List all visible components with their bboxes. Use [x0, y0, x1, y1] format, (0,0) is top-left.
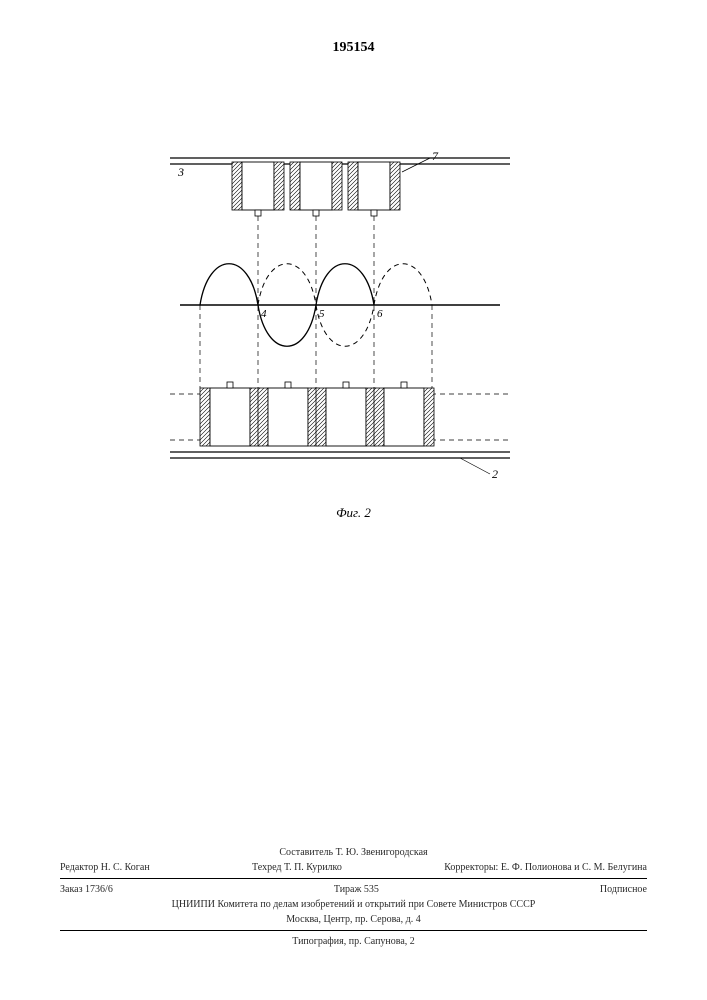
footer-rule-2 [60, 930, 647, 931]
svg-text:5: 5 [319, 308, 325, 320]
footer-rule-1 [60, 878, 647, 879]
svg-text:7: 7 [432, 149, 439, 163]
footer-tirage: Тираж 535 [334, 883, 379, 896]
footer-typography: Типография, пр. Сапунова, 2 [60, 935, 647, 948]
footer-subscription: Подписное [600, 883, 647, 896]
page-number: 195154 [333, 40, 375, 56]
figure-caption: Фиг. 2 [336, 505, 371, 521]
footer-address: Москва, Центр, пр. Серова, д. 4 [60, 913, 647, 926]
footer-techred: Техред Т. П. Курилко [252, 861, 342, 874]
footer-correctors: Корректоры: Е. Ф. Полионова и С. М. Белу… [444, 861, 647, 874]
svg-text:6: 6 [377, 308, 383, 320]
footer-block: Составитель Т. Ю. Звенигородская Редакто… [60, 846, 647, 950]
figure: 3 7 4 5 6 2 [160, 140, 520, 500]
footer-editor: Редактор Н. С. Коган [60, 861, 150, 874]
svg-text:2: 2 [492, 467, 498, 481]
footer-compiler: Составитель Т. Ю. Звенигородская [60, 846, 647, 859]
svg-text:4: 4 [261, 308, 267, 320]
footer-order: Заказ 1736/6 [60, 883, 113, 896]
footer-org: ЦНИИПИ Комитета по делам изобретений и о… [60, 898, 647, 911]
svg-text:3: 3 [177, 165, 184, 179]
